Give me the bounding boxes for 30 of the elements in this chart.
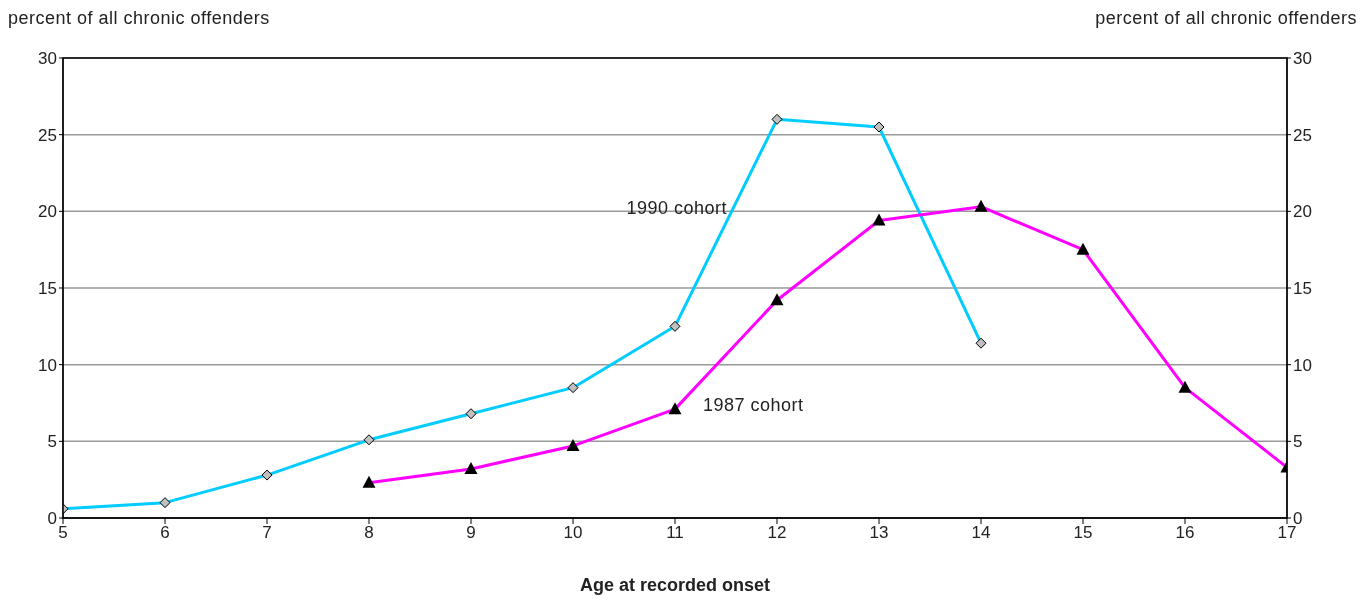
y-tick-label: 10 xyxy=(38,355,57,375)
x-tick-label: 14 xyxy=(971,523,991,543)
x-tick-label: 7 xyxy=(262,523,272,543)
x-tick-label: 11 xyxy=(666,523,684,543)
y2-tick-label: 10 xyxy=(1293,355,1312,375)
x-tick-label: 8 xyxy=(364,523,374,543)
x-tick-label: 17 xyxy=(1277,523,1297,543)
x-tick-label: 13 xyxy=(869,523,889,543)
y-tick-label: 15 xyxy=(38,279,57,299)
y-tick-label: 25 xyxy=(38,125,57,145)
y-tick-label: 0 xyxy=(47,509,57,529)
y2-tick-label: 30 xyxy=(1293,49,1312,69)
series-label: 1990 cohort xyxy=(626,198,727,219)
x-tick-label: 6 xyxy=(160,523,170,543)
x-axis-title: Age at recorded onset xyxy=(579,574,771,595)
y-tick-label: 20 xyxy=(38,202,57,222)
y-tick-label: 5 xyxy=(47,432,57,452)
x-tick-label: 12 xyxy=(767,523,787,543)
y-axis-title: percent of all chronic offenders xyxy=(8,8,270,29)
y2-tick-label: 25 xyxy=(1293,125,1312,145)
x-tick-label: 15 xyxy=(1073,523,1093,543)
y2-axis-title: percent of all chronic offenders xyxy=(1095,8,1357,29)
x-tick-label: 16 xyxy=(1175,523,1195,543)
y2-tick-label: 15 xyxy=(1293,279,1312,299)
x-tick-label: 10 xyxy=(563,523,583,543)
y2-tick-label: 20 xyxy=(1293,202,1312,222)
x-tick-label: 9 xyxy=(466,523,476,543)
y-tick-label: 30 xyxy=(38,49,57,69)
series-label: 1987 cohort xyxy=(703,395,804,416)
y2-tick-label: 5 xyxy=(1293,432,1303,452)
